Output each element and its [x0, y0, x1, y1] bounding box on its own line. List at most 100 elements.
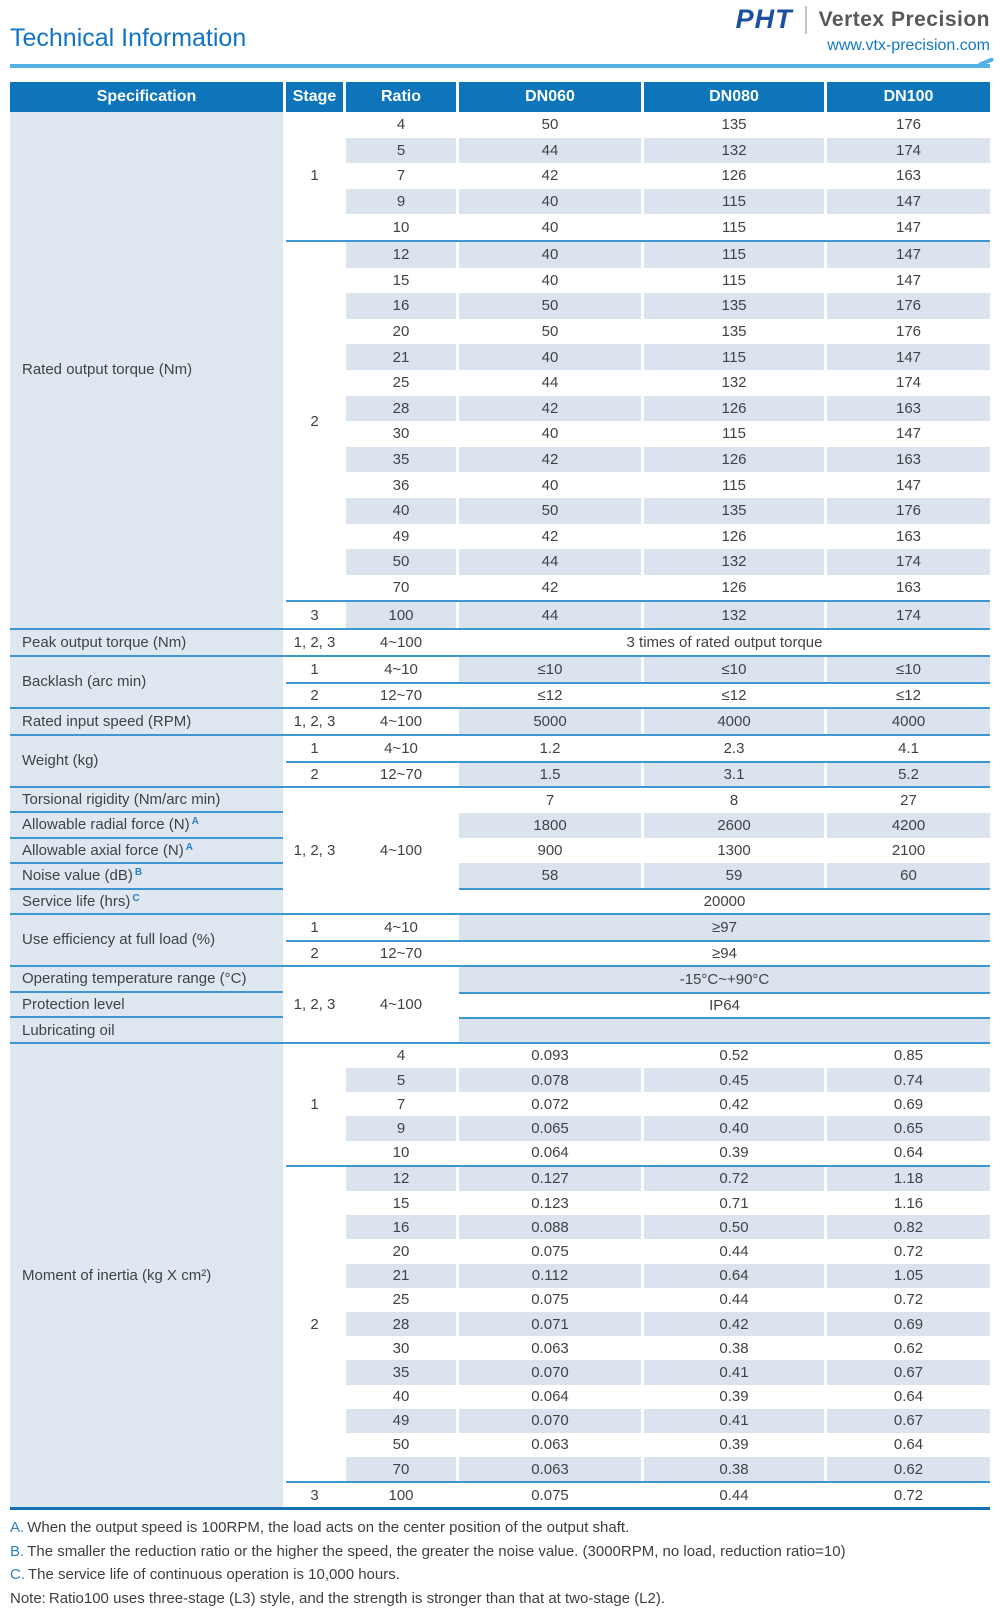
value-cell: 50 — [541, 323, 559, 341]
value-cell: 0.39 — [719, 1388, 749, 1406]
spec-column: Torsional rigidity (Nm/arc min) Allowable… — [10, 787, 283, 913]
value-cell: 0.42 — [644, 1311, 824, 1337]
footnote-ref-a: A — [185, 841, 193, 853]
table-row: 3 times of rated output torque — [459, 630, 990, 655]
value-cell: 42 — [459, 395, 641, 422]
table-row: 35 0.070 0.41 0.67 — [346, 1360, 990, 1385]
footnote-ref-b: B — [134, 867, 143, 879]
value-cell: 44 — [459, 137, 641, 164]
table-row: 1 4~10 ≥97 — [286, 914, 990, 940]
footnote-text: The service life of continuous operation… — [28, 1566, 400, 1584]
ratio-cell: 4~10 — [384, 918, 418, 936]
footnote-line: B. The smaller the reduction ratio or the… — [10, 1540, 990, 1563]
ratio-cell: 4~100 — [379, 995, 423, 1013]
spec-label: Operating temperature range (°C) — [10, 966, 283, 991]
spec-group: Operating temperature range (°C) Protecti… — [10, 964, 990, 1042]
value-cell: IP64 — [709, 996, 740, 1014]
page-header: Technical Information PHT Vertex Precisi… — [10, 0, 990, 60]
spec-label-text: Rated output torque (Nm) — [22, 361, 193, 379]
value-cell: 1.18 — [827, 1166, 990, 1191]
ratio-cell: 10 — [392, 218, 410, 236]
ratio-cell: 4 — [396, 116, 406, 134]
value-cell: 0.41 — [644, 1360, 824, 1385]
stage-cell: 1 — [310, 660, 319, 678]
spec-label: Peak output torque (Nm) — [10, 629, 283, 655]
table-row: 100 0.075 0.44 0.72 — [346, 1483, 990, 1507]
spec-label: Moment of inertia (kg X cm²) — [10, 1043, 283, 1508]
spec-label-text: Torsional rigidity (Nm/arc min) — [22, 791, 221, 809]
value-cell: 4000 — [644, 708, 824, 734]
value-cell: 0.69 — [827, 1311, 990, 1337]
spec-column: Weight (kg) — [10, 735, 283, 786]
footnote-text: The smaller the reduction ratio or the h… — [27, 1542, 846, 1560]
table-row: ≥97 — [459, 914, 990, 940]
stage-cell: 1 — [310, 739, 319, 757]
value-cell: 163 — [827, 446, 990, 473]
value-cell: 126 — [721, 167, 747, 185]
column-header: Specification — [10, 82, 283, 112]
table-row: 10 0.064 0.39 0.64 — [346, 1141, 990, 1165]
ratio-cell: 49 — [346, 1408, 456, 1433]
value-cell: 0.72 — [893, 1486, 924, 1504]
brand-name: Vertex Precision — [818, 7, 990, 31]
footnotes: A. When the output speed is 100RPM, the l… — [10, 1516, 990, 1610]
value-cell: 176 — [827, 497, 990, 524]
ratio-cell: 100 — [346, 602, 456, 628]
value-cell: 0.075 — [531, 1291, 569, 1309]
table-row: 1 4~10 1.2 2.3 4.1 — [286, 736, 990, 761]
value-cell: ≤10 — [459, 656, 641, 682]
value-cell: 44 — [459, 602, 641, 628]
table-row: 16 0.088 0.50 0.82 — [346, 1215, 990, 1240]
spec-group: Backlash (arc min) 1 4~10 ≤10 ≤10 ≤10 2 12~70 ≤1… — [10, 654, 990, 707]
ratio-cell: 49 — [392, 527, 410, 545]
value-cell: 2100 — [891, 841, 926, 859]
ratio-cell: 35 — [346, 446, 456, 473]
value-cell: 176 — [827, 293, 990, 319]
spec-label-text: Rated input speed (RPM) — [22, 712, 192, 730]
value-cell: 0.064 — [531, 1388, 569, 1406]
value-cell: 2600 — [644, 812, 824, 838]
value-cell: 0.38 — [644, 1457, 824, 1482]
value-cell: 0.075 — [531, 1486, 569, 1504]
value-cell: 0.44 — [719, 1291, 749, 1309]
table-row: ≥94 — [459, 942, 990, 965]
table-row: ≤10 ≤10 ≤10 — [459, 656, 990, 682]
value-cell: ≥97 — [459, 914, 990, 940]
ratio-cell: 21 — [346, 344, 456, 370]
ratio-cell: 15 — [392, 271, 410, 289]
ratio-cell: 7 — [396, 1095, 406, 1113]
ratio-cell: 21 — [346, 1263, 456, 1288]
column-header: DN080 — [644, 82, 824, 112]
footnote-line: C. The service life of continuous operati… — [10, 1563, 990, 1586]
value-cell: -15°C~+90°C — [459, 966, 990, 992]
table-row — [459, 1016, 990, 1042]
spec-label: Use efficiency at full load (%) — [10, 914, 283, 965]
ratio-cell: 16 — [346, 1215, 456, 1240]
value-cell: 900 — [537, 841, 563, 859]
value-cell: 40 — [459, 188, 641, 215]
value-cell: 3.1 — [644, 762, 824, 786]
ratio-rows: 4 0.093 0.52 0.85 5 0.078 0.45 0.74 7 0.072 0.42 0.… — [346, 1044, 990, 1165]
value-cell: 135 — [721, 323, 747, 341]
value-cell: 176 — [895, 323, 922, 341]
value-cell: 0.82 — [827, 1215, 990, 1240]
value-cell: 135 — [644, 497, 824, 524]
value-cell: 0.45 — [644, 1068, 824, 1093]
table-row: 21 40 115 147 — [346, 344, 990, 370]
value-cell: 40 — [541, 218, 559, 236]
value-cell: 132 — [644, 549, 824, 575]
table-row: 7 0.072 0.42 0.69 — [346, 1092, 990, 1116]
spec-label: Backlash (arc min) — [10, 656, 283, 707]
table-row: 2 12~70 1.5 3.1 5.2 — [286, 760, 990, 786]
value-cell: 0.42 — [719, 1095, 749, 1113]
spec-label-text: Peak output torque (Nm) — [22, 633, 187, 651]
spec-label-text: Noise value (dB) — [22, 867, 133, 885]
table-header-row: Specification Stage Ratio DN060 DN080 DN100 — [10, 82, 990, 112]
spec-table: Specification Stage Ratio DN060 DN080 DN100 Ra… — [10, 82, 990, 1511]
value-cell: 1300 — [717, 841, 751, 859]
value-cell: 0.063 — [531, 1436, 569, 1454]
ratio-rows: 4 50 135 176 5 44 132 174 7 42 126 163 9 40 115 147 10 40… — [346, 112, 990, 240]
ratio-cell: 25 — [392, 1291, 410, 1309]
value-cell: 0.41 — [644, 1408, 824, 1433]
